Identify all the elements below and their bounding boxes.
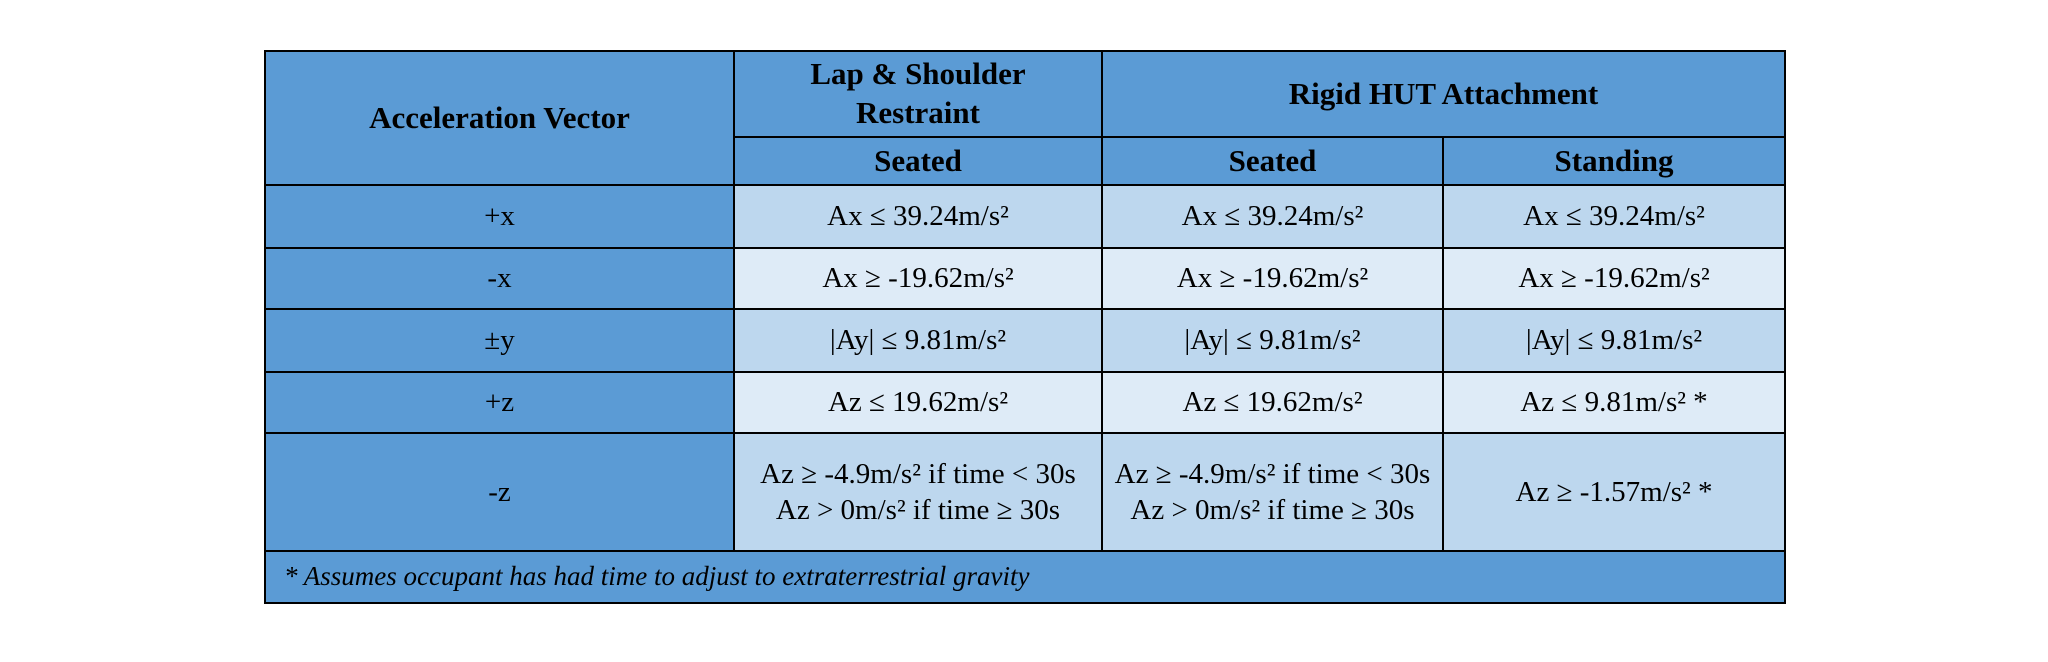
row-label: +z <box>264 371 735 434</box>
row-label: +x <box>264 184 735 249</box>
row-label: -z <box>264 432 735 552</box>
group-header: Rigid HUT Attachment <box>1100 50 1787 138</box>
table-body: +x Ax ≤ 39.24m/s² Ax ≤ 39.24m/s² Ax ≤ 39.24… <box>264 184 1787 552</box>
cell: Az ≤ 9.81m/s² * <box>1441 371 1787 434</box>
footnote: * Assumes occupant has had time to adjus… <box>263 550 1787 604</box>
group-header: Lap & Shoulder Restraint <box>733 50 1103 138</box>
cell: Az ≥ -4.9m/s² if time < 30s Az > 0m/s² i… <box>733 432 1103 552</box>
header-row: Acceleration Vector Lap & Shoulder Restr… <box>264 50 1787 186</box>
subheader: Standing <box>1441 136 1787 186</box>
cell: Az ≥ -1.57m/s² * <box>1441 432 1787 552</box>
table-row: ±y |Ay| ≤ 9.81m/s² |Ay| ≤ 9.81m/s² |Ay| ≤ 9… <box>264 308 1787 373</box>
acceleration-table: Acceleration Vector Lap & Shoulder Restr… <box>263 50 1787 604</box>
cell: Ax ≥ -19.62m/s² <box>1441 247 1787 310</box>
cell: Az ≤ 19.62m/s² <box>1101 371 1444 434</box>
cell: |Ay| ≤ 9.81m/s² <box>733 308 1103 373</box>
table-row: -x Ax ≥ -19.62m/s² Ax ≥ -19.62m/s² Ax ≥ -19… <box>264 247 1787 310</box>
subheader-row: Seated Seated Standing <box>265 136 1787 186</box>
row-label: ±y <box>264 308 735 373</box>
subheader: Seated <box>733 136 1103 186</box>
table-row: +x Ax ≤ 39.24m/s² Ax ≤ 39.24m/s² Ax ≤ 39.24… <box>264 184 1787 249</box>
row-label-header: Acceleration Vector <box>264 50 735 186</box>
cell: Ax ≤ 39.24m/s² <box>1441 184 1787 249</box>
footnote-row: * Assumes occupant has had time to adjus… <box>263 550 1787 604</box>
cell: Ax ≥ -19.62m/s² <box>1101 247 1444 310</box>
cell: Ax ≤ 39.24m/s² <box>733 184 1103 249</box>
cell: |Ay| ≤ 9.81m/s² <box>1441 308 1787 373</box>
cell: Az ≥ -4.9m/s² if time < 30s Az > 0m/s² i… <box>1101 432 1444 552</box>
cell: |Ay| ≤ 9.81m/s² <box>1101 308 1444 373</box>
table-row: -z Az ≥ -4.9m/s² if time < 30s Az > 0m/s²… <box>264 432 1787 552</box>
cell: Az ≤ 19.62m/s² <box>733 371 1103 434</box>
cell: Ax ≤ 39.24m/s² <box>1101 184 1444 249</box>
table-row: +z Az ≤ 19.62m/s² Az ≤ 19.62m/s² Az ≤ 9.81m… <box>264 371 1787 434</box>
subheader: Seated <box>1101 136 1444 186</box>
cell: Ax ≥ -19.62m/s² <box>733 247 1103 310</box>
row-label: -x <box>264 247 735 310</box>
